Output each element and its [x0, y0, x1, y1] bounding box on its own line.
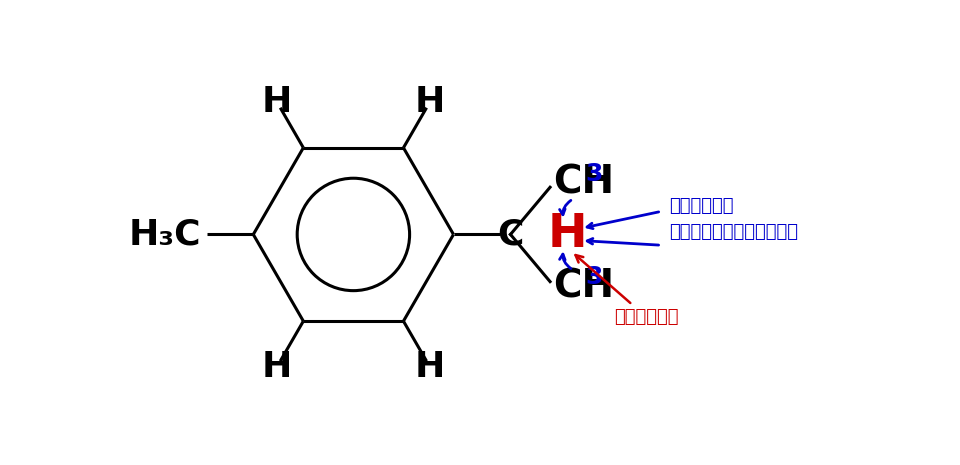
Text: H: H	[262, 350, 293, 384]
Text: 影響を与える
（カップリングする）水素: 影響を与える （カップリングする）水素	[669, 197, 798, 241]
Text: 観測する水素: 観測する水素	[575, 255, 678, 326]
Text: H: H	[415, 350, 444, 384]
Text: H: H	[547, 212, 588, 257]
Text: H₃C: H₃C	[129, 218, 201, 252]
Text: CH: CH	[553, 164, 614, 202]
Text: H: H	[415, 85, 444, 119]
Text: 3: 3	[586, 162, 603, 186]
Text: H: H	[262, 85, 293, 119]
Text: C: C	[497, 218, 523, 252]
Text: CH: CH	[553, 267, 614, 305]
Text: 3: 3	[586, 266, 603, 289]
